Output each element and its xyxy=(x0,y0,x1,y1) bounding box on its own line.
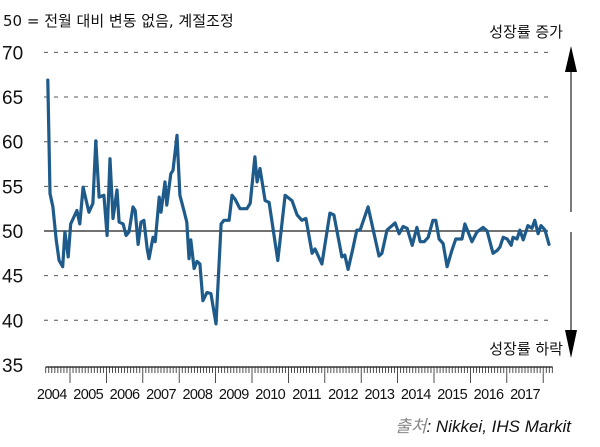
x-tick-label: 2005 xyxy=(73,387,103,403)
x-tick-label: 2004 xyxy=(37,387,67,403)
direction-indicator: 성장률 증가 성장률 하락 xyxy=(489,23,577,358)
series-layer xyxy=(46,78,551,326)
x-tick-label: 2016 xyxy=(474,387,504,403)
x-tick-label: 2014 xyxy=(401,387,431,403)
x-tick-label: 2015 xyxy=(437,387,467,403)
up-arrow-icon xyxy=(565,46,577,72)
x-tick-label: 2017 xyxy=(510,387,540,403)
x-axis: 2004 2005 2006 2007 2008 2009 2010 2011 2012 2013… xyxy=(37,366,553,403)
y-tick-label: 65 xyxy=(2,88,23,109)
y-tick-label: 60 xyxy=(2,133,23,154)
y-tick-label: 45 xyxy=(2,267,23,288)
y-tick-label: 70 xyxy=(2,43,23,64)
y-axis-ticks: 70 65 60 55 50 45 40 35 xyxy=(2,43,23,377)
chart-title: 50 = 전월 대비 변동 없음, 계절조정 xyxy=(3,12,234,30)
x-tick-label: 2012 xyxy=(328,387,358,403)
x-tick-label: 2013 xyxy=(364,387,394,403)
x-tick-label: 2011 xyxy=(292,387,321,403)
series-line-pmi xyxy=(46,78,551,326)
x-tick-label: 2010 xyxy=(255,387,285,403)
source-note: 출처: Nikkei, IHS Markit xyxy=(395,417,572,437)
y-tick-label: 50 xyxy=(2,222,23,243)
source-label: 출처 xyxy=(395,417,429,437)
x-tick-label: 2006 xyxy=(110,387,140,403)
gridlines xyxy=(44,51,548,321)
y-tick-label: 40 xyxy=(2,311,23,332)
source-text: : Nikkei, IHS Markit xyxy=(426,417,572,436)
y-tick-label: 55 xyxy=(2,177,23,198)
x-tick-label: 2009 xyxy=(219,387,249,403)
x-tick-label: 2007 xyxy=(146,387,176,403)
growth-up-label: 성장률 증가 xyxy=(489,23,563,41)
x-tick-label: 2008 xyxy=(182,387,212,403)
y-tick-label: 35 xyxy=(2,356,23,377)
growth-down-label: 성장률 하락 xyxy=(489,340,563,358)
down-arrow-icon xyxy=(565,330,577,358)
